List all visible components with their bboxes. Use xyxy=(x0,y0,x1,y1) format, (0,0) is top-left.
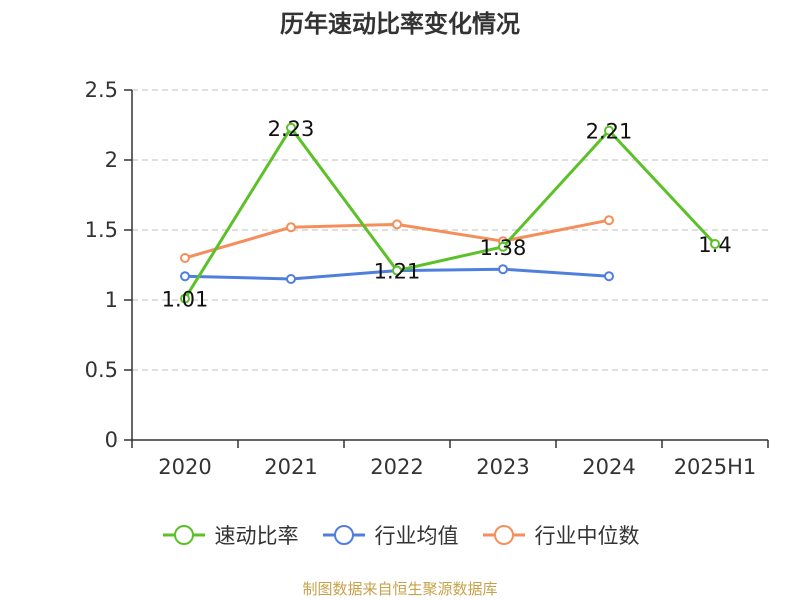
x-tick-label: 2023 xyxy=(476,455,529,479)
data-point xyxy=(286,222,296,233)
legend-symbol xyxy=(162,525,205,545)
series-lines xyxy=(180,122,720,304)
data-point xyxy=(604,125,614,136)
y-tick-label: 2.5 xyxy=(85,78,118,102)
data-point xyxy=(180,253,190,263)
legend-label: 速动比率 xyxy=(214,524,299,548)
y-tick-label: 2 xyxy=(105,148,118,172)
data-label: 1.21 xyxy=(374,260,421,284)
data-point xyxy=(498,264,508,275)
data-point xyxy=(286,274,296,284)
x-tick-label: 2025H1 xyxy=(674,455,757,479)
data-point xyxy=(710,239,720,249)
y-tick-label: 1 xyxy=(105,288,118,312)
axes: 0 0.5 1 1.5 2 2.5 2020 2021 2022 2023 2024 2025H1 xyxy=(85,78,769,479)
data-label: 1.38 xyxy=(480,236,527,260)
data-point xyxy=(180,293,190,304)
grid-lines xyxy=(132,89,768,371)
legend-item[interactable]: 行业中位数 xyxy=(481,520,640,550)
data-label: 2.21 xyxy=(586,120,633,144)
x-tick-label: 2022 xyxy=(370,455,423,479)
data-label: 1.01 xyxy=(162,288,209,312)
data-point xyxy=(180,271,190,282)
y-tick-label: 0 xyxy=(105,428,118,452)
legend-symbol xyxy=(322,525,365,545)
data-label: 2.23 xyxy=(268,117,315,141)
y-tick-label: 1.5 xyxy=(85,218,118,242)
legend-marker xyxy=(173,525,194,545)
legend-marker xyxy=(493,525,514,545)
legend: 速动比率 行业均值 行业中位数 xyxy=(0,520,800,550)
data-point xyxy=(286,122,296,133)
legend-item[interactable]: 行业均值 xyxy=(321,520,459,550)
legend-item[interactable]: 速动比率 xyxy=(161,520,299,550)
legend-marker xyxy=(333,525,354,545)
data-label: 1.4 xyxy=(698,233,731,257)
y-tick-label: 0.5 xyxy=(85,358,118,382)
legend-label: 行业中位数 xyxy=(534,524,640,548)
data-point xyxy=(392,219,402,230)
series-line-0 xyxy=(183,126,717,300)
legend-label: 行业均值 xyxy=(374,524,459,548)
data-point xyxy=(604,215,614,226)
x-tick-label: 2021 xyxy=(264,455,317,479)
chart-title: 历年速动比率变化情况 xyxy=(280,10,520,38)
x-tick-label: 2020 xyxy=(158,455,211,479)
data-labels: 1.01 2.23 1.21 1.38 2.21 1.4 xyxy=(162,117,732,312)
source-note: 制图数据来自恒生聚源数据库 xyxy=(302,580,498,598)
data-point xyxy=(498,241,508,252)
data-point xyxy=(392,265,402,276)
data-point xyxy=(604,271,614,282)
x-tick-label: 2024 xyxy=(582,455,635,479)
legend-symbol xyxy=(482,525,525,545)
